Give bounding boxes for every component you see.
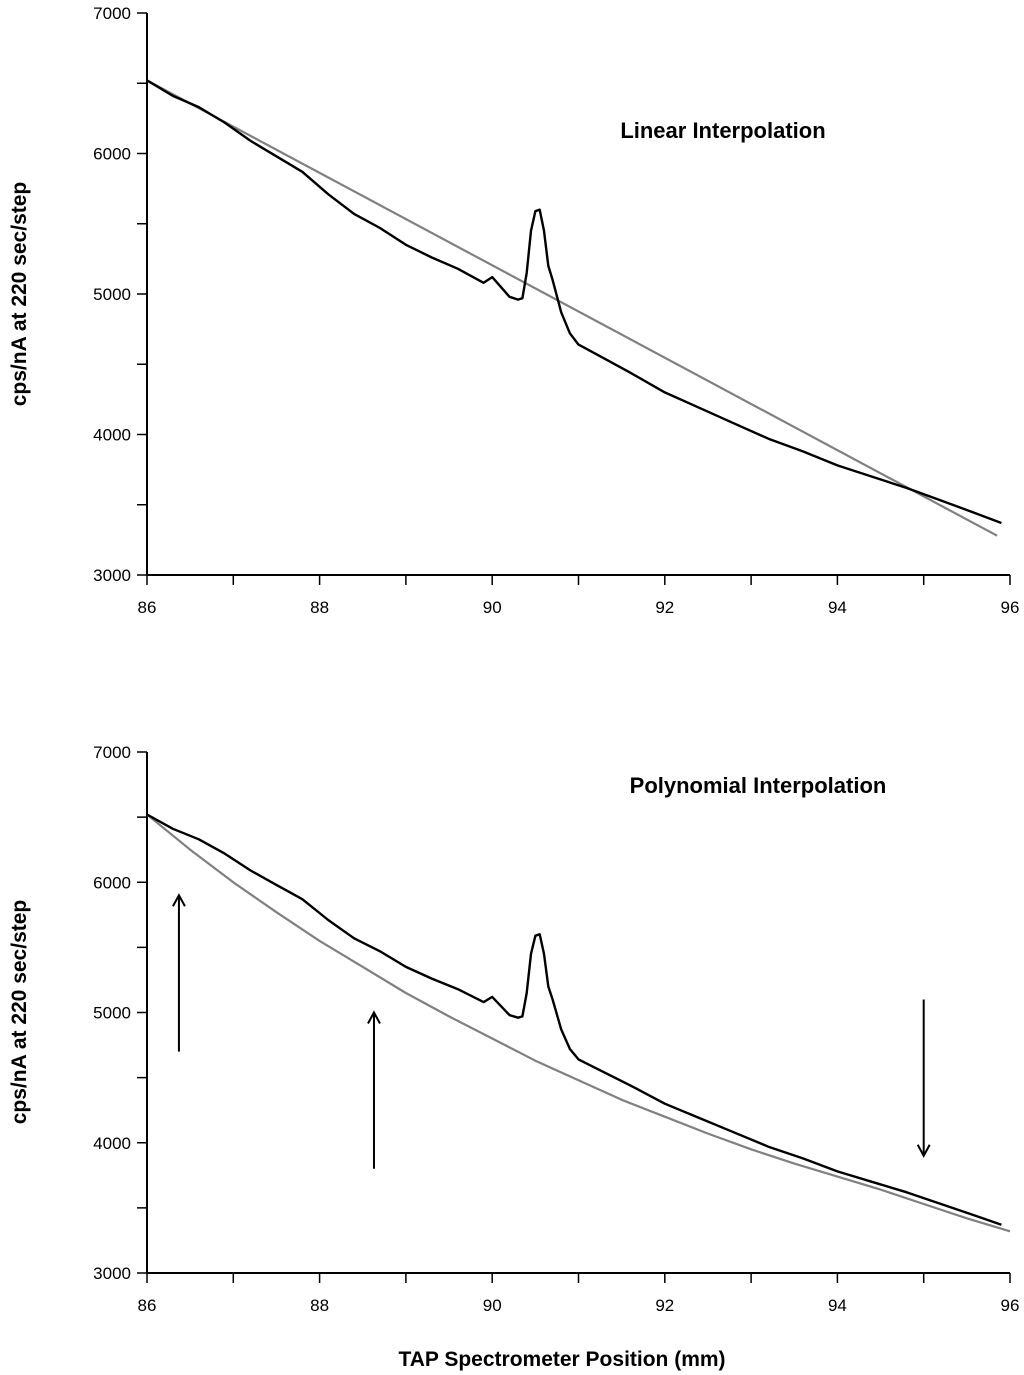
x-tick-label: 86 xyxy=(138,598,157,617)
x-tick-label: 92 xyxy=(655,1296,674,1315)
x-tick-label: 92 xyxy=(655,598,674,617)
y-tick-label: 7000 xyxy=(93,743,131,762)
panel-title: Linear Interpolation xyxy=(620,118,825,143)
y-tick-label: 3000 xyxy=(93,1264,131,1283)
x-tick-label: 96 xyxy=(1001,1296,1020,1315)
y-tick-label: 6000 xyxy=(93,873,131,892)
y-tick-label: 3000 xyxy=(93,566,131,585)
y-tick-label: 5000 xyxy=(93,285,131,304)
y-tick-label: 7000 xyxy=(93,4,131,23)
series-measured-scan xyxy=(146,79,1002,525)
x-tick-label: 88 xyxy=(310,1296,329,1315)
y-tick-label: 6000 xyxy=(93,145,131,164)
x-tick-label: 94 xyxy=(828,1296,847,1315)
polynomial-interpolation-panel: Polynomial Interpolation cps/nA at 220 s… xyxy=(8,743,1019,1371)
x-tick-label: 88 xyxy=(310,598,329,617)
x-tick-label: 96 xyxy=(1001,598,1020,617)
series-measured-scan xyxy=(146,813,1002,1226)
linear-interpolation-panel: Linear Interpolation cps/nA at 220 sec/s… xyxy=(8,4,1019,617)
x-axis-title: TAP Spectrometer Position (mm) xyxy=(398,1348,725,1371)
annotation-arrow-up xyxy=(367,1010,381,1169)
y-axis-title: cps/nA at 220 sec/step xyxy=(8,900,31,1125)
x-tick-label: 94 xyxy=(828,598,847,617)
y-tick-label: 4000 xyxy=(93,1134,131,1153)
y-axis-title: cps/nA at 220 sec/step xyxy=(8,182,31,407)
annotation-arrow-up xyxy=(172,893,186,1052)
series-linear-background xyxy=(146,79,998,537)
x-tick-label: 90 xyxy=(483,1296,502,1315)
x-tick-label: 86 xyxy=(138,1296,157,1315)
annotation-arrow-down xyxy=(916,999,931,1158)
panel-title: Polynomial Interpolation xyxy=(630,773,887,798)
y-tick-label: 4000 xyxy=(93,426,131,445)
x-tick-label: 90 xyxy=(483,598,502,617)
series-polynomial-background xyxy=(146,813,1011,1233)
y-tick-label: 5000 xyxy=(93,1004,131,1023)
